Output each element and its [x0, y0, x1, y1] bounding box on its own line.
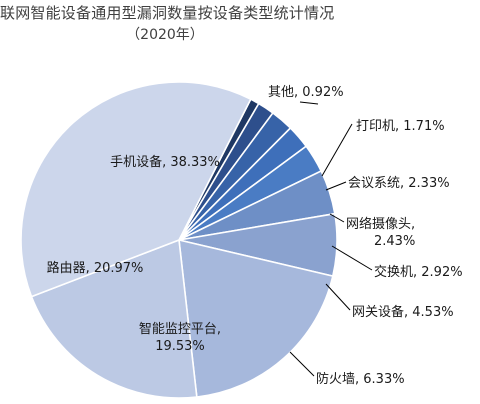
chart-title: 联网智能设备通用型漏洞数量按设备类型统计情况 [0, 4, 335, 22]
data-label-4-value: 2.43% [374, 234, 415, 249]
data-label-2: 打印机, 1.71% [356, 119, 445, 134]
leader-line-3 [325, 181, 347, 191]
data-label-8-value: 19.53% [155, 339, 205, 354]
data-label-6: 网关设备, 4.53% [352, 304, 454, 320]
leader-line-5 [331, 245, 373, 271]
data-label-4: 网络摄像头, [346, 216, 415, 232]
leader-line-4 [329, 213, 345, 223]
data-label-3: 会议系统, 2.33% [348, 176, 450, 191]
data-label-9: 路由器, 20.97% [47, 260, 144, 276]
pie-slice-10 [20, 81, 252, 298]
data-label-1: 其他, 0.92% [268, 85, 344, 100]
leader-line-2 [321, 123, 353, 177]
leader-line-1 [299, 101, 319, 105]
data-label-7: 防火墙, 6.33% [316, 371, 405, 387]
data-label-8: 智能监控平台, [139, 322, 221, 337]
data-label-5: 交换机, 2.92% [374, 264, 463, 280]
chart-subtitle: （2020年） [126, 27, 204, 43]
pie-slice-9 [30, 238, 198, 399]
pie-slice-8 [178, 238, 334, 398]
leader-line-6 [325, 283, 351, 311]
leader-line-7 [289, 351, 315, 377]
data-label-10: 手机设备, 38.33% [110, 154, 220, 170]
